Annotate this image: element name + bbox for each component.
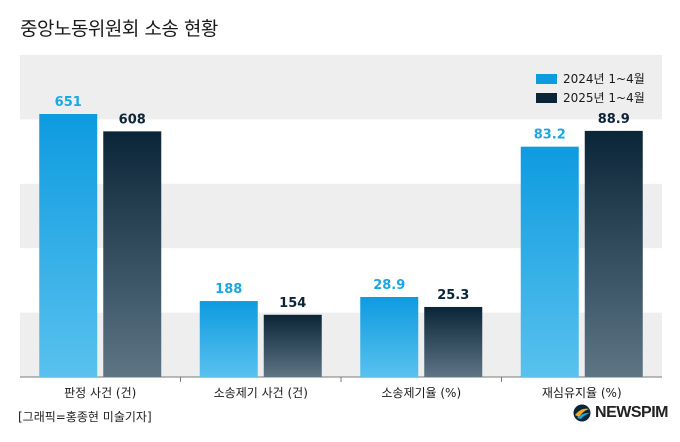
bar-2025 (263, 314, 322, 377)
bar-2024 (39, 114, 98, 377)
legend-swatch-2024 (536, 73, 557, 84)
legend-swatch-2025 (536, 92, 557, 103)
data-label-2024: 651 (55, 95, 82, 110)
data-label-2025: 154 (279, 296, 306, 311)
bar-2025 (424, 306, 483, 377)
data-label-2024: 83.2 (534, 128, 566, 143)
category-label: 소송제기율 (%) (381, 386, 461, 400)
legend-label-2025: 2025년 1~4월 (563, 91, 645, 105)
chart-title: 중앙노동위원회 소송 현황 (20, 18, 218, 40)
category-label: 소송제기 사건 (건) (214, 386, 308, 400)
bar-2024 (199, 301, 258, 377)
newspim-logo-text: NEWSPIM (595, 404, 668, 421)
legend-item-2025: 2025년 1~4월 (536, 88, 645, 107)
bar-2024 (520, 146, 579, 377)
newspim-logo-icon (573, 404, 591, 422)
legend-item-2024: 2024년 1~4월 (536, 69, 645, 88)
category-label: 재심유지율 (%) (542, 386, 622, 400)
data-label-2024: 188 (215, 282, 242, 297)
graphic-credit: [그래픽=홍종현 미술기자] (18, 410, 152, 424)
data-label-2024: 28.9 (373, 278, 405, 293)
legend-label-2024: 2024년 1~4월 (563, 72, 645, 86)
category-label: 판정 사건 (건) (64, 386, 136, 400)
grid-band (20, 55, 662, 120)
bar-2025 (584, 130, 643, 377)
data-label-2025: 25.3 (437, 288, 469, 303)
data-label-2025: 608 (119, 112, 146, 127)
bar-2025 (103, 131, 162, 377)
newspim-logo: NEWSPIM (573, 404, 668, 422)
data-label-2025: 88.9 (598, 112, 630, 127)
bar-2024 (360, 296, 419, 377)
legend: 2024년 1~4월 2025년 1~4월 (536, 69, 645, 107)
